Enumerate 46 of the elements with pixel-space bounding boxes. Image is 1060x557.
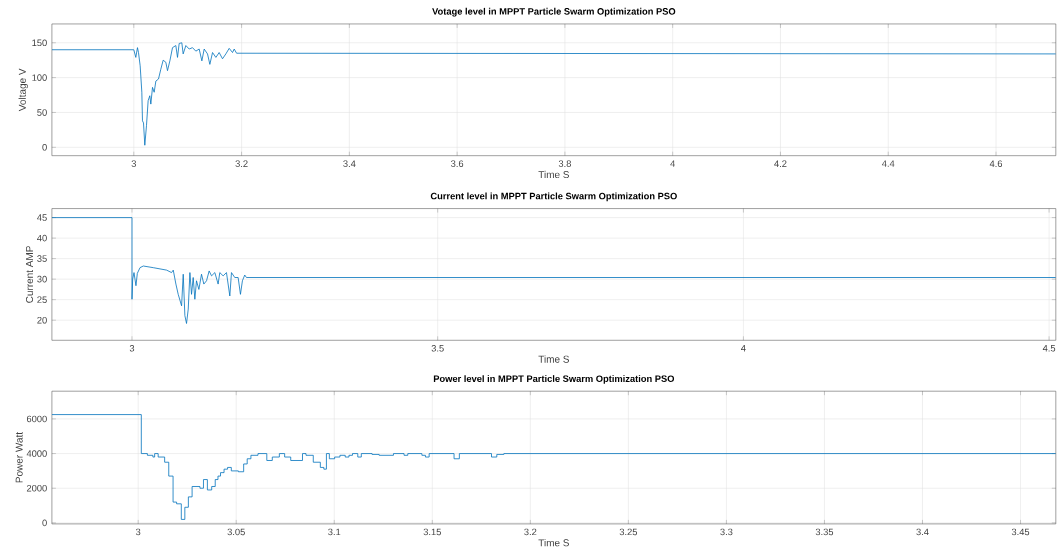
- y-tick-label: 6000: [26, 415, 47, 423]
- y-tick-label: 20: [37, 316, 47, 324]
- y-tick-label: 35: [37, 255, 47, 262]
- y-tick-label: 100: [32, 74, 47, 81]
- y-tick-label: 0: [42, 519, 47, 527]
- x-axis-title: Time S: [538, 170, 570, 179]
- y-axis-title: Current AMP: [25, 246, 34, 303]
- y-tick-label: 150: [32, 39, 47, 47]
- x-axis-title: Time S: [538, 539, 570, 547]
- x-tick-label: 4: [741, 345, 746, 352]
- x-tick-label: 3.15: [423, 528, 441, 536]
- x-tick-label: 4.6: [989, 160, 1003, 168]
- x-tick-label: 3.8: [558, 160, 571, 168]
- x-tick-label: 3: [129, 345, 135, 352]
- y-tick-label: 50: [37, 109, 47, 116]
- x-tick-label: 3.5: [431, 345, 444, 352]
- y-axis-title: Voltage V: [18, 68, 28, 112]
- chart-title: Power level in MPPT Particle Swarm Optimization PSO: [433, 375, 675, 384]
- chart-title: Votage level in MPPT Particle Swarm Optimization PSO: [432, 7, 676, 17]
- x-tick-label: 4.4: [881, 160, 895, 167]
- y-axis-title: Power Watt: [15, 432, 23, 483]
- x-tick-label: 3.05: [227, 528, 245, 536]
- x-tick-label: 4: [670, 160, 675, 167]
- y-tick-label: 4000: [26, 450, 47, 457]
- y-tick-label: 0: [42, 144, 47, 151]
- x-tick-label: 3.2: [235, 160, 248, 168]
- x-tick-label: 3.35: [815, 528, 834, 536]
- x-tick-label: 4.5: [1042, 345, 1056, 352]
- x-tick-label: 3.25: [619, 528, 638, 536]
- y-tick-label: 40: [37, 234, 47, 242]
- y-tick-label: 2000: [26, 485, 47, 492]
- x-tick-label: 4.2: [774, 160, 787, 167]
- x-axis-title: Time S: [538, 355, 570, 363]
- x-tick-label: 3.6: [451, 160, 464, 168]
- x-tick-label: 3.4: [916, 528, 929, 536]
- y-tick-label: 45: [37, 214, 47, 221]
- x-tick-label: 3: [131, 160, 136, 168]
- x-tick-label: 3.45: [1011, 528, 1030, 536]
- y-tick-label: 25: [37, 296, 47, 304]
- x-tick-label: 3.2: [524, 528, 537, 536]
- chart-title: Current level in MPPT Particle Swarm Optimization PSO: [430, 192, 677, 202]
- x-tick-label: 3.3: [720, 528, 733, 536]
- x-tick-label: 3: [135, 528, 141, 536]
- x-tick-label: 3.4: [343, 160, 356, 168]
- x-tick-label: 3.1: [328, 528, 341, 536]
- y-tick-label: 30: [37, 275, 47, 283]
